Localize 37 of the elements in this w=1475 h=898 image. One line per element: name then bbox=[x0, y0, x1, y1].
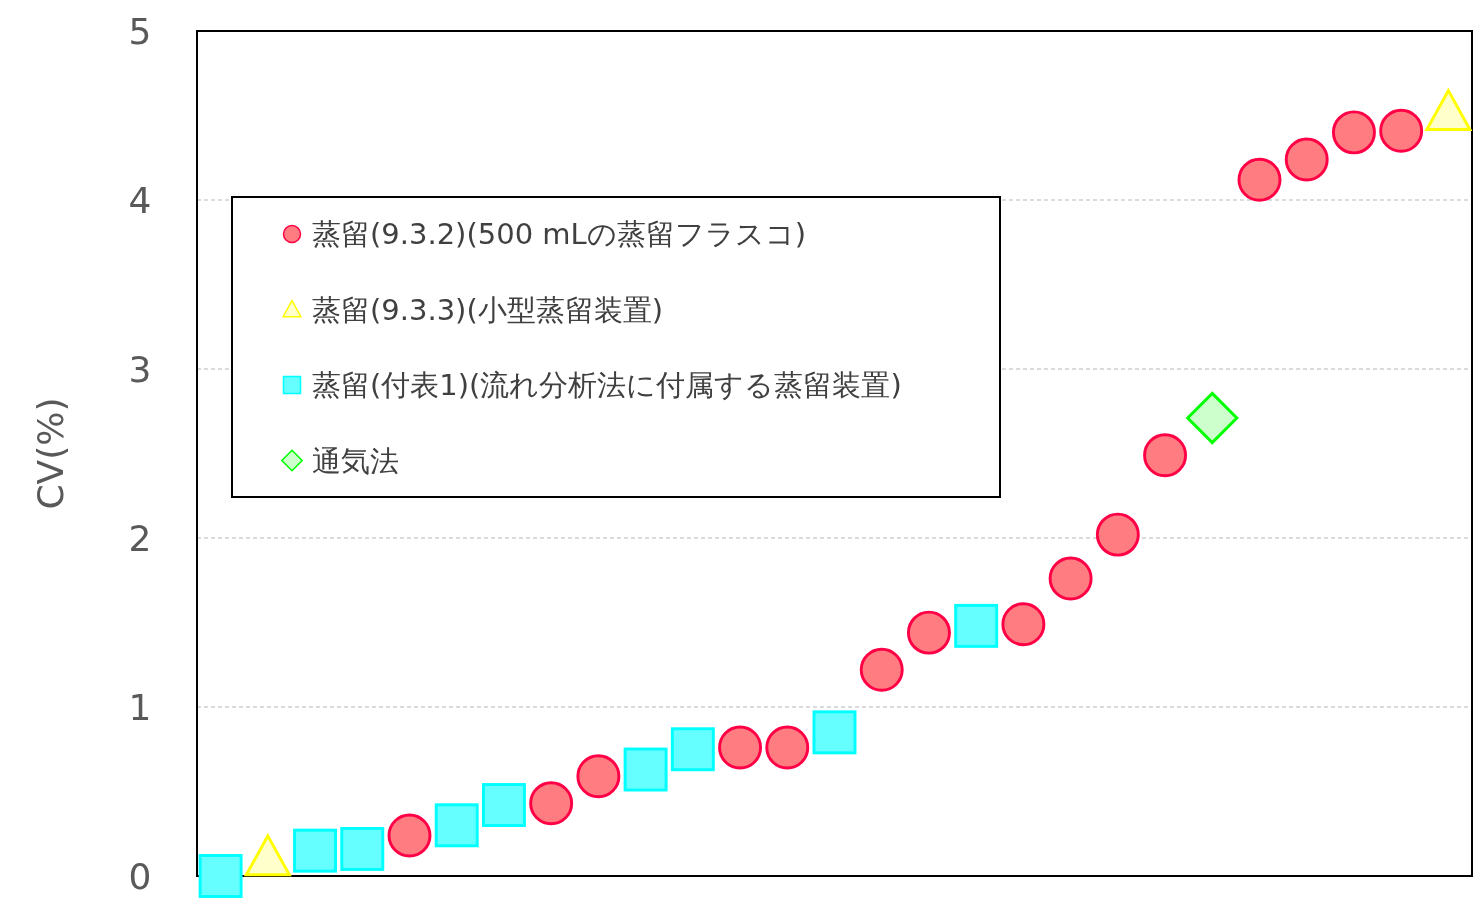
y-tick-label: 2 bbox=[128, 517, 152, 559]
point bbox=[1001, 602, 1046, 647]
point bbox=[387, 813, 432, 858]
point bbox=[1425, 89, 1472, 132]
legend-label: 蒸留(付表1)(流れ分析法に付属する蒸留装置) bbox=[312, 368, 902, 402]
point bbox=[954, 603, 999, 648]
legend-label: 蒸留(9.3.2)(500 mLの蒸留フラスコ) bbox=[312, 217, 807, 251]
legend-label: 通気法 bbox=[312, 443, 399, 478]
point bbox=[293, 828, 338, 873]
point bbox=[1095, 512, 1140, 557]
y-tick-label: 4 bbox=[128, 179, 152, 221]
point bbox=[576, 754, 621, 799]
point bbox=[623, 747, 668, 792]
point bbox=[340, 826, 385, 871]
point bbox=[718, 725, 763, 770]
y-tick-label: 3 bbox=[128, 348, 152, 390]
point bbox=[1331, 110, 1376, 155]
y-axis-title: CV(%) bbox=[29, 397, 71, 510]
point bbox=[812, 710, 857, 755]
point bbox=[1379, 108, 1424, 153]
point bbox=[1143, 433, 1188, 478]
point bbox=[198, 854, 243, 898]
point bbox=[434, 803, 479, 848]
point bbox=[906, 610, 951, 655]
point bbox=[244, 834, 291, 877]
y-tick-label: 0 bbox=[128, 855, 152, 897]
point bbox=[859, 647, 904, 692]
point bbox=[1237, 157, 1282, 202]
point bbox=[1284, 137, 1329, 182]
y-tick-label: 5 bbox=[128, 10, 152, 52]
y-tick-label: 1 bbox=[128, 686, 152, 728]
point bbox=[529, 781, 574, 826]
point bbox=[765, 725, 810, 770]
legend-label: 蒸留(9.3.3)(小型蒸留装置) bbox=[312, 292, 664, 327]
point bbox=[1048, 556, 1093, 601]
point bbox=[670, 727, 715, 772]
point bbox=[481, 783, 526, 827]
